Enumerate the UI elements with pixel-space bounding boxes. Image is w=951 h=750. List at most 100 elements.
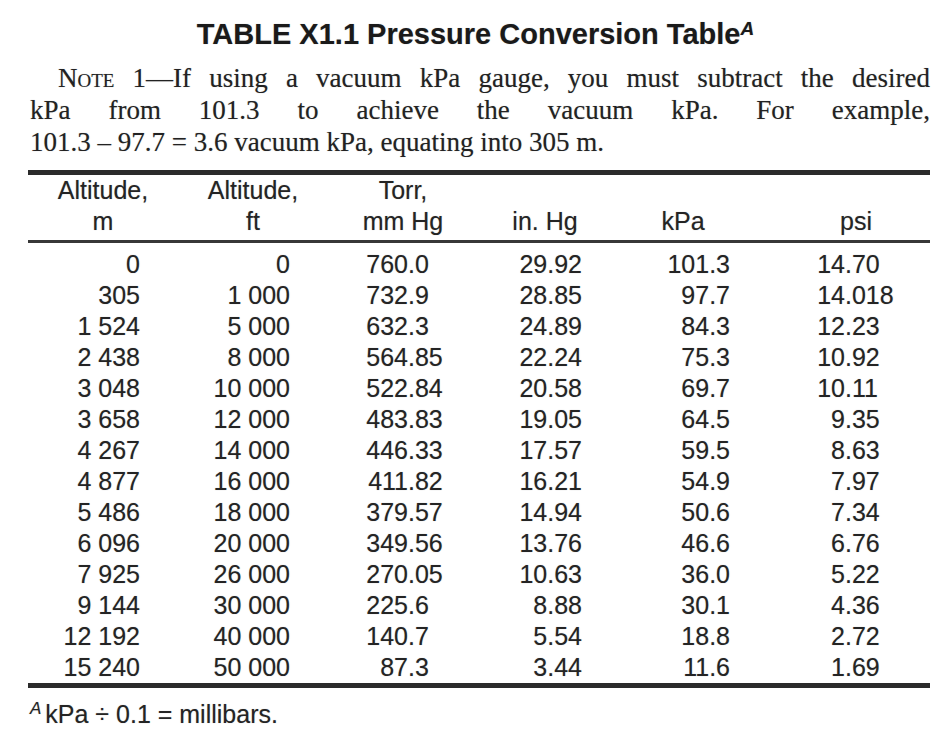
table-row: 1 5245 000632.324.8984.312.23 [28, 311, 930, 342]
table-cell: 411.82 [328, 466, 478, 497]
table-cell: 5 486 [28, 497, 178, 528]
header-row: Altitude,mAltitude,ftTorr,mm Hgin. HgkPa… [28, 173, 930, 242]
table-cell: 760.0 [328, 242, 478, 281]
table-cell: 483.83 [328, 404, 478, 435]
table-row: 7 92526 000270.0510.6336.05.22 [28, 559, 930, 590]
table-cell: 50.6 [628, 497, 768, 528]
table-cell: 50 000 [178, 652, 328, 686]
table-cell: 20.58 [478, 373, 628, 404]
note-line-1-text: 1—If using a vacuum kPa gauge, you must … [114, 63, 930, 93]
table-row: 2 4388 000564.8522.2475.310.92 [28, 342, 930, 373]
note-paragraph: Note 1—If using a vacuum kPa gauge, you … [30, 62, 930, 158]
column-header-2: Altitude,ft [178, 173, 328, 242]
table-row: 3051 000732.928.8597.714.018 [28, 280, 930, 311]
table-cell: 14.018 [768, 280, 930, 311]
table-cell: 10 000 [178, 373, 328, 404]
table-cell: 1 000 [178, 280, 328, 311]
table-cell: 8.88 [478, 590, 628, 621]
table-cell: 564.85 [328, 342, 478, 373]
pressure-conversion-table: Altitude,mAltitude,ftTorr,mm Hgin. HgkPa… [28, 170, 930, 688]
column-header-6: psi [768, 173, 930, 242]
column-header-3: Torr,mm Hg [328, 173, 478, 242]
table-cell: 19.05 [478, 404, 628, 435]
table-cell: 14 000 [178, 435, 328, 466]
table-cell: 101.3 [628, 242, 768, 281]
table-cell: 10.63 [478, 559, 628, 590]
table-cell: 10.92 [768, 342, 930, 373]
table-row: 3 04810 000522.8420.5869.710.11 [28, 373, 930, 404]
table-row: 00760.029.92101.314.70 [28, 242, 930, 281]
footnote-text: kPa ÷ 0.1 = millibars. [45, 700, 278, 728]
table-cell: 12 000 [178, 404, 328, 435]
table-cell: 84.3 [628, 311, 768, 342]
table-cell: 446.33 [328, 435, 478, 466]
table-cell: 22.24 [478, 342, 628, 373]
table-cell: 225.6 [328, 590, 478, 621]
table-row: 4 87716 000411.8216.2154.97.97 [28, 466, 930, 497]
table-cell: 270.05 [328, 559, 478, 590]
table-header: Altitude,mAltitude,ftTorr,mm Hgin. HgkPa… [28, 173, 930, 242]
table-cell: 75.3 [628, 342, 768, 373]
table-cell: 36.0 [628, 559, 768, 590]
table-cell: 12 192 [28, 621, 178, 652]
footnote-ref: A [30, 699, 41, 718]
table-row: 15 24050 00087.33.4411.61.69 [28, 652, 930, 686]
table-cell: 18.8 [628, 621, 768, 652]
table-cell: 30.1 [628, 590, 768, 621]
column-header-1: Altitude,m [28, 173, 178, 242]
table-cell: 16 000 [178, 466, 328, 497]
table-footnote: AkPa ÷ 0.1 = millibars. [30, 699, 278, 729]
table-title: TABLE X1.1 Pressure Conversion TableA [0, 13, 951, 50]
table-cell: 28.85 [478, 280, 628, 311]
table-cell: 7 925 [28, 559, 178, 590]
table-cell: 12.23 [768, 311, 930, 342]
table-cell: 30 000 [178, 590, 328, 621]
table-cell: 59.5 [628, 435, 768, 466]
table-row: 5 48618 000379.5714.9450.67.34 [28, 497, 930, 528]
note-line-3: 101.3 – 97.7 = 3.6 vacuum kPa, equating … [30, 126, 930, 158]
table-cell: 8 000 [178, 342, 328, 373]
table-cell: 0 [28, 242, 178, 281]
table-cell: 0 [178, 242, 328, 281]
table-cell: 5.22 [768, 559, 930, 590]
table-cell: 4.36 [768, 590, 930, 621]
table-cell: 4 267 [28, 435, 178, 466]
table-cell: 632.3 [328, 311, 478, 342]
table-cell: 14.94 [478, 497, 628, 528]
table-body: 00760.029.92101.314.703051 000732.928.85… [28, 242, 930, 686]
table-cell: 7.97 [768, 466, 930, 497]
table-cell: 20 000 [178, 528, 328, 559]
table-cell: 6 096 [28, 528, 178, 559]
table-cell: 18 000 [178, 497, 328, 528]
table-cell: 305 [28, 280, 178, 311]
table-cell: 6.76 [768, 528, 930, 559]
table-cell: 2.72 [768, 621, 930, 652]
table-cell: 5.54 [478, 621, 628, 652]
table-cell: 97.7 [628, 280, 768, 311]
table-row: 4 26714 000446.3317.5759.58.63 [28, 435, 930, 466]
table-row: 9 14430 000225.68.8830.14.36 [28, 590, 930, 621]
table-cell: 5 000 [178, 311, 328, 342]
table-row: 3 65812 000483.8319.0564.59.35 [28, 404, 930, 435]
table-cell: 17.57 [478, 435, 628, 466]
table-cell: 379.57 [328, 497, 478, 528]
table-cell: 64.5 [628, 404, 768, 435]
table-cell: 1 524 [28, 311, 178, 342]
table-cell: 29.92 [478, 242, 628, 281]
table-row: 12 19240 000140.75.5418.82.72 [28, 621, 930, 652]
table-cell: 522.84 [328, 373, 478, 404]
table-row: 6 09620 000349.5613.7646.66.76 [28, 528, 930, 559]
table-cell: 7.34 [768, 497, 930, 528]
table-cell: 3 048 [28, 373, 178, 404]
document-page: TABLE X1.1 Pressure Conversion TableA No… [0, 0, 951, 750]
table-cell: 26 000 [178, 559, 328, 590]
table-cell: 4 877 [28, 466, 178, 497]
table-cell: 46.6 [628, 528, 768, 559]
table-cell: 3 658 [28, 404, 178, 435]
note-label: Note [58, 63, 114, 93]
table-cell: 3.44 [478, 652, 628, 686]
note-line-2: kPa from 101.3 to achieve the vacuum kPa… [30, 94, 930, 126]
table-cell: 732.9 [328, 280, 478, 311]
table-cell: 9.35 [768, 404, 930, 435]
table-cell: 349.56 [328, 528, 478, 559]
